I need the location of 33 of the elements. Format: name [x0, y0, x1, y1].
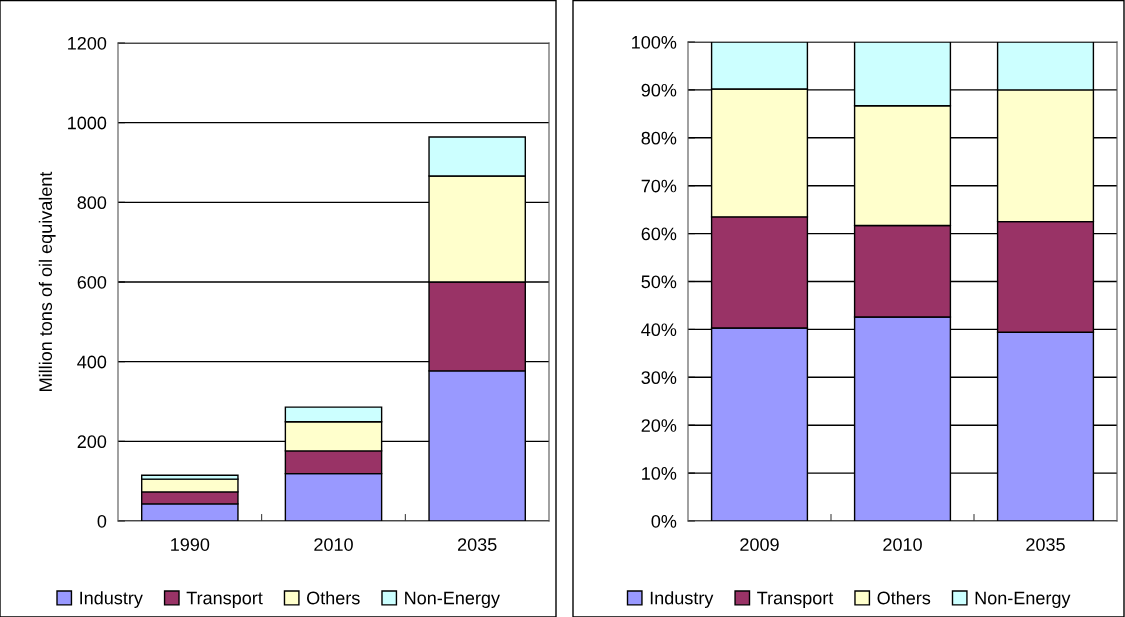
- x-tick-label: 2035: [457, 538, 497, 551]
- y-tick-label: 60%: [641, 227, 677, 241]
- y-tick-label: 800: [77, 196, 107, 210]
- legend-label: Industry: [80, 591, 143, 608]
- x-tick-label: 2009: [740, 538, 779, 551]
- legend-label: Others: [307, 591, 360, 605]
- legend-label: Non-Energy: [975, 591, 1071, 608]
- y-tick-label: 100%: [632, 35, 677, 49]
- legend-label: Transport: [186, 591, 263, 608]
- x-tick-label: 1990: [171, 538, 210, 551]
- y-tick-label: 600: [77, 275, 107, 289]
- legend-label: Transport: [757, 591, 834, 608]
- y-tick-label: 200: [77, 435, 107, 449]
- y-tick-label: 30%: [641, 371, 677, 385]
- y-tick-label: 40%: [641, 323, 677, 337]
- y-tick-label: 90%: [641, 83, 677, 97]
- legend-label: Others: [877, 591, 931, 605]
- y-tick-label: 1200: [68, 36, 107, 50]
- y-tick-label: 1000: [68, 116, 107, 130]
- y-axis-title: Million tons of oil equivalent: [38, 171, 56, 391]
- y-tick-label: 0: [97, 514, 107, 528]
- y-tick-label: 400: [77, 355, 107, 369]
- x-tick-label: 2010: [314, 538, 353, 551]
- y-tick-label: 0%: [651, 514, 677, 528]
- legend-label: Industry: [650, 591, 714, 608]
- y-tick-label: 10%: [642, 467, 677, 480]
- y-tick-label: 80%: [641, 131, 677, 145]
- y-tick-label: 50%: [641, 275, 677, 289]
- y-tick-label: 70%: [641, 179, 677, 193]
- y-tick-label: 20%: [641, 419, 677, 432]
- x-tick-label: 2010: [883, 538, 922, 551]
- legend-label: Non-Energy: [405, 591, 500, 608]
- x-tick-label: 2035: [1026, 538, 1065, 551]
